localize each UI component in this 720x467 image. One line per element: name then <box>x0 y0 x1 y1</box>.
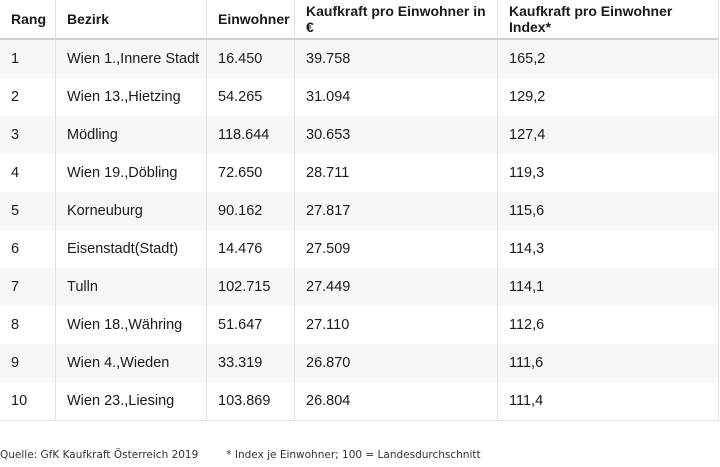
cell-kaufkraft-index: 119,3 <box>498 154 718 192</box>
cell-bezirk: Tulln <box>56 268 207 306</box>
header-bezirk: Bezirk <box>56 0 207 40</box>
cell-rang: 6 <box>0 230 56 268</box>
header-rang: Rang <box>0 0 56 40</box>
cell-kaufkraft-euro: 26.804 <box>295 382 498 421</box>
cell-rang: 4 <box>0 154 56 192</box>
table-row: 6 Eisenstadt(Stadt) 14.476 27.509 114,3 <box>0 230 718 268</box>
cell-kaufkraft-index: 115,6 <box>498 192 718 230</box>
cell-kaufkraft-index: 114,3 <box>498 230 718 268</box>
table-header-row: Rang Bezirk Einwohner Kaufkraft pro Einw… <box>0 0 718 40</box>
cell-kaufkraft-index: 127,4 <box>498 116 718 154</box>
table-row: 7 Tulln 102.715 27.449 114,1 <box>0 268 718 306</box>
kaufkraft-table: Rang Bezirk Einwohner Kaufkraft pro Einw… <box>0 0 718 421</box>
cell-kaufkraft-euro: 27.110 <box>295 306 498 344</box>
cell-rang: 3 <box>0 116 56 154</box>
cell-einwohner: 102.715 <box>207 268 295 306</box>
cell-bezirk: Korneuburg <box>56 192 207 230</box>
cell-kaufkraft-index: 129,2 <box>498 78 718 116</box>
cell-kaufkraft-index: 114,1 <box>498 268 718 306</box>
cell-bezirk: Wien 4.,Wieden <box>56 344 207 382</box>
header-kaufkraft-index: Kaufkraft pro Einwohner Index* <box>498 0 718 40</box>
cell-kaufkraft-euro: 27.449 <box>295 268 498 306</box>
cell-einwohner: 118.644 <box>207 116 295 154</box>
cell-bezirk: Wien 19.,Döbling <box>56 154 207 192</box>
source-note: Quelle: GfK Kaufkraft Österreich 2019 <box>0 449 199 461</box>
cell-einwohner: 16.450 <box>207 40 295 78</box>
table-row: 9 Wien 4.,Wieden 33.319 26.870 111,6 <box>0 344 718 382</box>
cell-rang: 2 <box>0 78 56 116</box>
table-row: 5 Korneuburg 90.162 27.817 115,6 <box>0 192 718 230</box>
header-einwohner: Einwohner <box>207 0 295 40</box>
cell-kaufkraft-euro: 28.711 <box>295 154 498 192</box>
cell-kaufkraft-euro: 31.094 <box>295 78 498 116</box>
cell-bezirk: Eisenstadt(Stadt) <box>56 230 207 268</box>
table-row: 3 Mödling 118.644 30.653 127,4 <box>0 116 718 154</box>
cell-kaufkraft-euro: 26.870 <box>295 344 498 382</box>
cell-einwohner: 14.476 <box>207 230 295 268</box>
cell-rang: 5 <box>0 192 56 230</box>
table-row: 1 Wien 1.,Innere Stadt 16.450 39.758 165,2 <box>0 40 718 78</box>
cell-rang: 9 <box>0 344 56 382</box>
cell-bezirk: Wien 1.,Innere Stadt <box>56 40 207 78</box>
cell-rang: 1 <box>0 40 56 78</box>
cell-rang: 10 <box>0 382 56 421</box>
table-row: 4 Wien 19.,Döbling 72.650 28.711 119,3 <box>0 154 718 192</box>
table-body: 1 Wien 1.,Innere Stadt 16.450 39.758 165,2 2 W… <box>0 40 718 421</box>
table-row: 8 Wien 18.,Währing 51.647 27.110 112,6 <box>0 306 718 344</box>
cell-einwohner: 103.869 <box>207 382 295 421</box>
cell-kaufkraft-euro: 39.758 <box>295 40 498 78</box>
header-kaufkraft-euro: Kaufkraft pro Einwohner in € <box>295 0 498 40</box>
cell-kaufkraft-index: 111,4 <box>498 382 718 421</box>
cell-kaufkraft-index: 111,6 <box>498 344 718 382</box>
cell-einwohner: 90.162 <box>207 192 295 230</box>
cell-kaufkraft-euro: 27.509 <box>295 230 498 268</box>
cell-kaufkraft-euro: 30.653 <box>295 116 498 154</box>
cell-kaufkraft-index: 112,6 <box>498 306 718 344</box>
cell-bezirk: Wien 18.,Währing <box>56 306 207 344</box>
cell-bezirk: Wien 13.,Hietzing <box>56 78 207 116</box>
cell-kaufkraft-index: 165,2 <box>498 40 718 78</box>
index-footnote: * Index je Einwohner; 100 = Landesdurchs… <box>226 449 481 461</box>
cell-einwohner: 54.265 <box>207 78 295 116</box>
cell-rang: 8 <box>0 306 56 344</box>
table-footer: Quelle: GfK Kaufkraft Österreich 2019 * I… <box>0 449 481 461</box>
cell-einwohner: 33.319 <box>207 344 295 382</box>
cell-bezirk: Mödling <box>56 116 207 154</box>
table-row: 10 Wien 23.,Liesing 103.869 26.804 111,4 <box>0 382 718 421</box>
cell-rang: 7 <box>0 268 56 306</box>
table-row: 2 Wien 13.,Hietzing 54.265 31.094 129,2 <box>0 78 718 116</box>
cell-einwohner: 72.650 <box>207 154 295 192</box>
cell-kaufkraft-euro: 27.817 <box>295 192 498 230</box>
cell-bezirk: Wien 23.,Liesing <box>56 382 207 421</box>
cell-einwohner: 51.647 <box>207 306 295 344</box>
ranking-table-container: Rang Bezirk Einwohner Kaufkraft pro Einw… <box>0 0 719 421</box>
